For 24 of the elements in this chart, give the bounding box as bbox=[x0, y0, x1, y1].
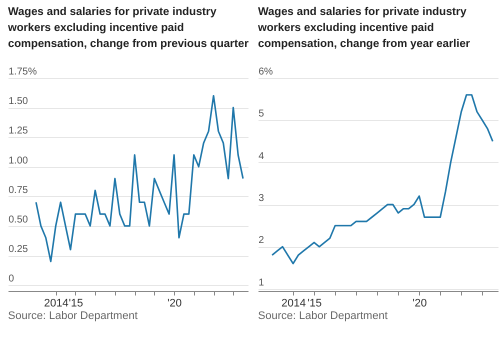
y-tick-label: 4 bbox=[258, 150, 264, 162]
x-tick-label: '20 bbox=[412, 298, 427, 310]
x-tick-label: '20 bbox=[167, 298, 182, 310]
x-tick-label: '15 bbox=[68, 298, 84, 310]
y-tick-label: 1 bbox=[258, 277, 264, 288]
y-tick-label: 6% bbox=[258, 66, 274, 78]
chart-title: Wages and salaries for private industry workers excluding incentive paid compensation, change from year earlier bbox=[258, 5, 472, 52]
y-tick-label: 0.25 bbox=[8, 244, 28, 255]
y-tick-label: 1.25 bbox=[8, 126, 28, 137]
source-note: Source: Labor Department bbox=[8, 310, 139, 322]
y-tick-label: 1.50 bbox=[8, 96, 28, 108]
y-tick-label: 5 bbox=[258, 108, 264, 120]
y-tick-label: 2 bbox=[258, 235, 264, 246]
source-note: Source: Labor Department bbox=[258, 310, 389, 322]
y-tick-label: 0 bbox=[8, 274, 14, 285]
chart-title: Wages and salaries for private industry workers excluding incentive paid compensation, change from previous quarter bbox=[8, 5, 250, 52]
x-tick-label: 2014 bbox=[281, 298, 306, 310]
x-tick-label: '15 bbox=[307, 298, 322, 310]
y-tick-label: 3 bbox=[258, 193, 264, 204]
x-tick-label: 2014 bbox=[44, 298, 68, 310]
y-tick-label: 1.75% bbox=[8, 66, 37, 78]
y-tick-label: 0.50 bbox=[8, 214, 28, 226]
y-tick-label: 1.00 bbox=[8, 155, 28, 166]
y-tick-label: 0.75 bbox=[8, 184, 28, 196]
